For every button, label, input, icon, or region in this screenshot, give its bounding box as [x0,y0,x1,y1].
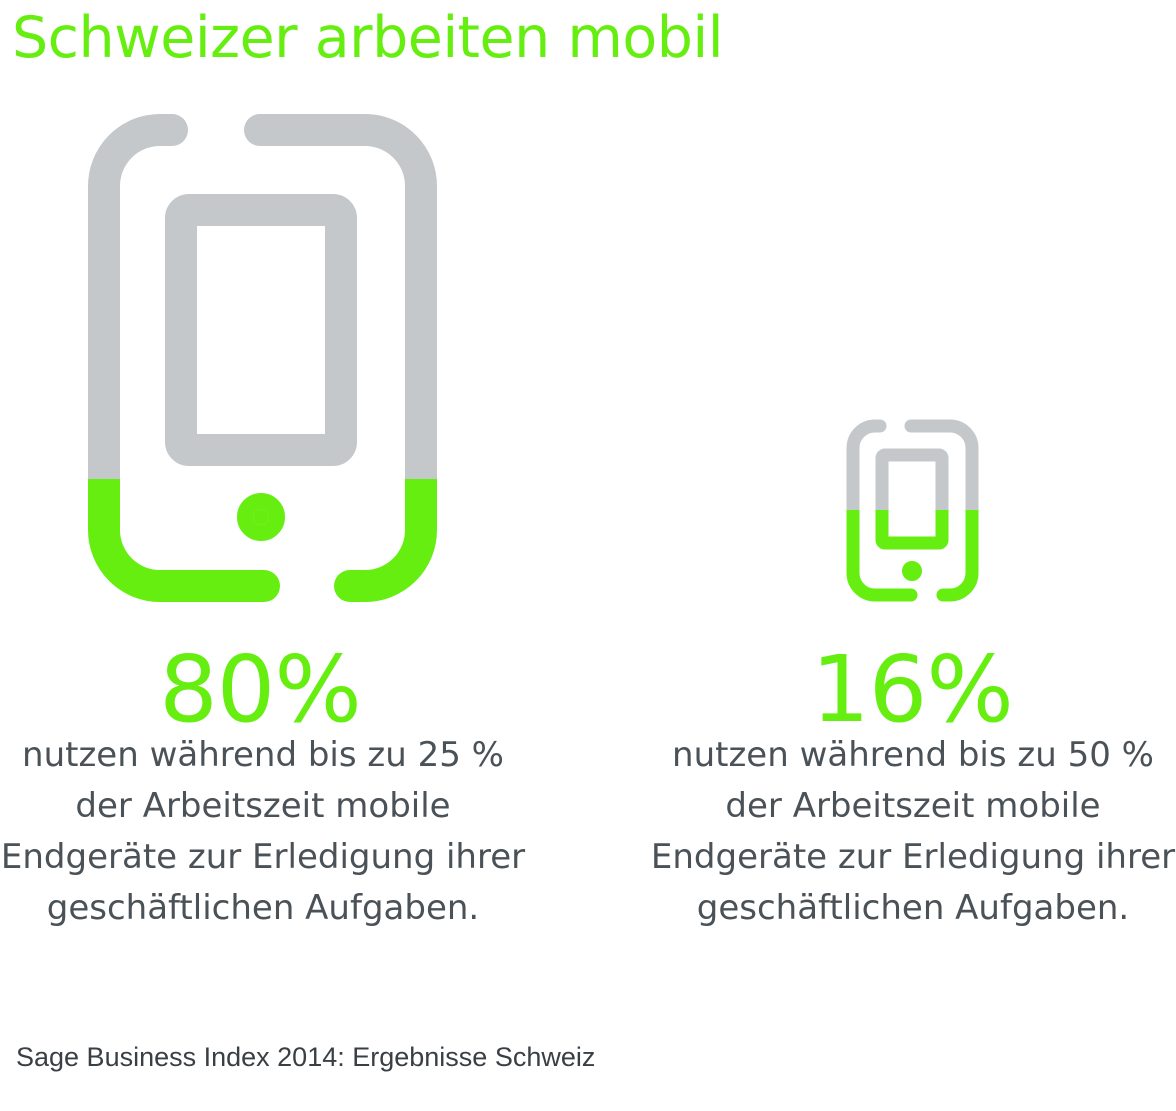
stat-value-16-percent: 16% [811,636,1013,743]
stat-value-80-percent: 80% [159,636,361,743]
stat-description-right: nutzen während bis zu 50 % der Arbeitsze… [650,735,1176,928]
page-title: Schweizer arbeiten mobil [12,5,724,71]
smartphone-icon [88,114,437,602]
stat-description-left: nutzen während bis zu 25 % der Arbeitsze… [0,735,526,928]
source-note: Sage Business Index 2014: Ergebnisse Sch… [16,1042,596,1072]
smartphone-icon [846,419,979,602]
